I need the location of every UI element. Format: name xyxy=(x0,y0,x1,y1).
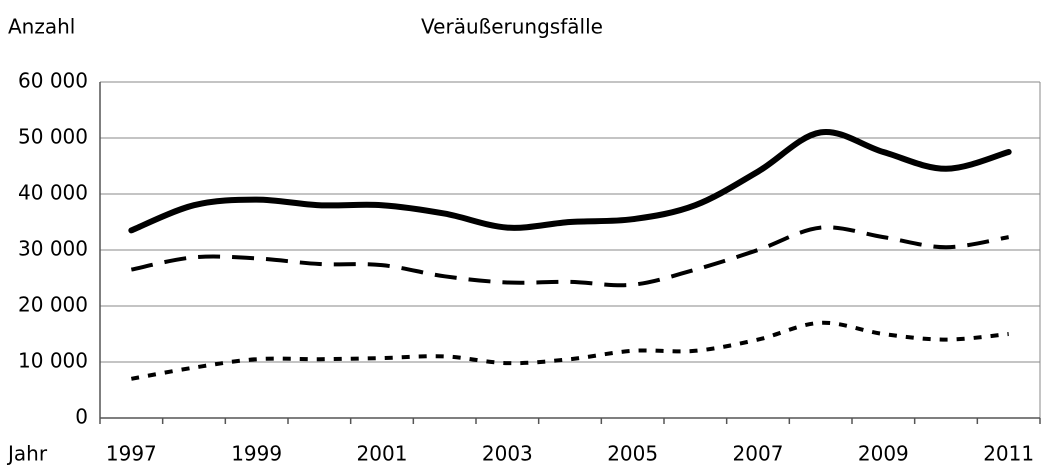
y-axis-label: Anzahl xyxy=(8,15,75,39)
y-tick-label: 0 xyxy=(75,405,88,429)
y-tick-label: 60 000 xyxy=(18,69,88,93)
x-tick-label: 2001 xyxy=(357,442,408,466)
x-tick-label: 2007 xyxy=(733,442,784,466)
y-tick-label: 10 000 xyxy=(18,349,88,373)
x-tick-label: 1999 xyxy=(231,442,282,466)
x-tick-label: 2011 xyxy=(983,442,1034,466)
y-tick-label: 40 000 xyxy=(18,181,88,205)
x-axis-label: Jahr xyxy=(6,442,48,466)
line-series xyxy=(128,129,1012,234)
chart-title: Veräußerungsfälle xyxy=(421,15,603,39)
y-tick-label: 30 000 xyxy=(18,237,88,261)
x-tick-label: 2009 xyxy=(858,442,909,466)
y-tick-label: 50 000 xyxy=(18,125,88,149)
x-tick-label: 2005 xyxy=(607,442,658,466)
line-series xyxy=(130,225,1010,288)
x-tick-label: 2003 xyxy=(482,442,533,466)
line-series xyxy=(130,320,1009,381)
x-tick-label: 1997 xyxy=(106,442,157,466)
y-tick-label: 20 000 xyxy=(18,293,88,317)
